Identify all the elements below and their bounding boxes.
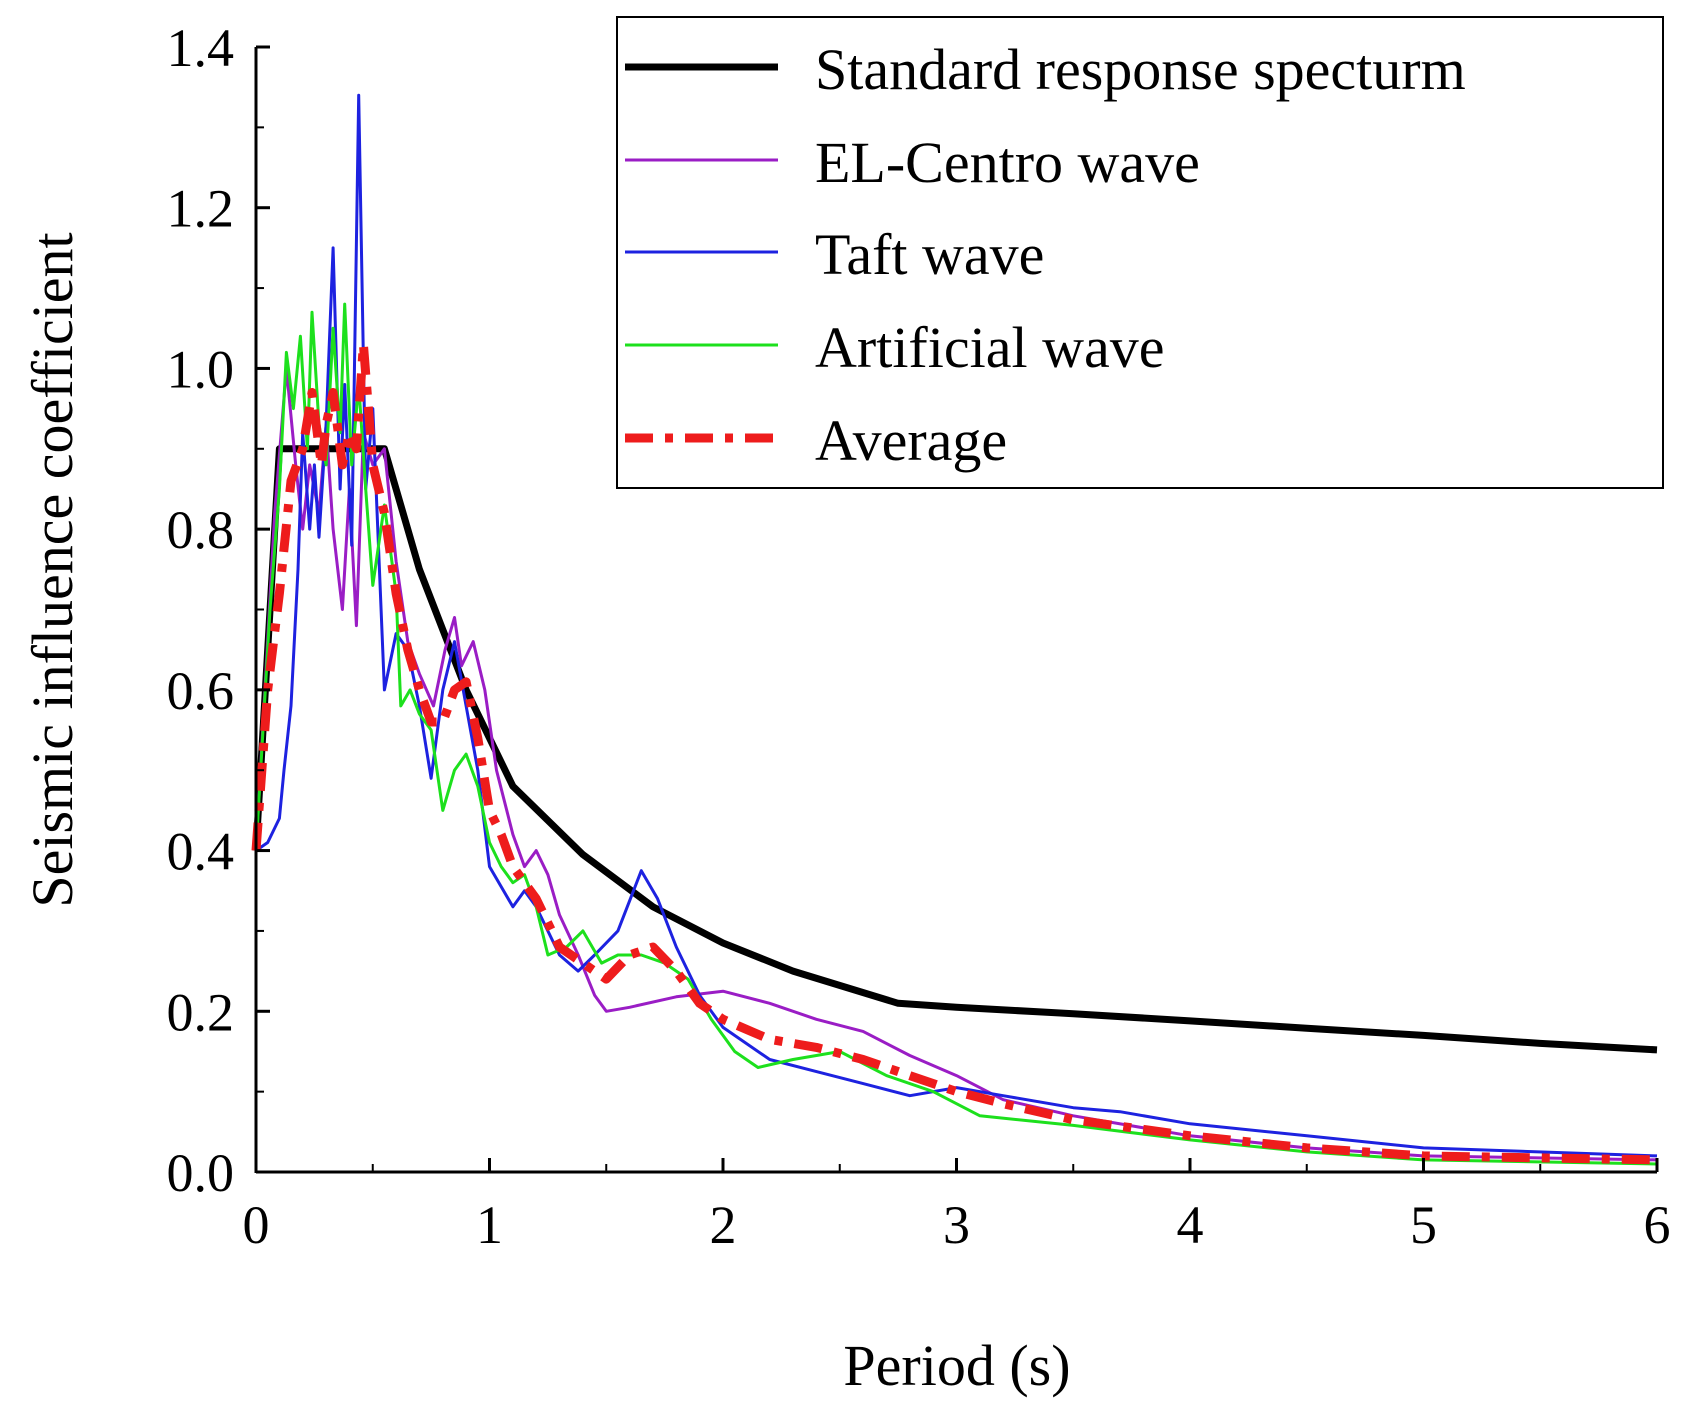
series-line-0: [252, 445, 1658, 1054]
y-axis-title: Seismic influence coefficient: [20, 232, 85, 907]
y-tick-label: 1.4: [167, 18, 235, 78]
legend-label-artificial: Artificial wave: [815, 315, 1164, 380]
y-tick-label: 0.6: [167, 661, 235, 721]
legend-label-standard: Standard response specturm: [815, 37, 1466, 102]
x-tick-label: 1: [476, 1195, 503, 1255]
y-tick-label: 1.2: [167, 179, 235, 239]
x-tick-label: 0: [243, 1195, 270, 1255]
x-tick-label: 3: [943, 1195, 970, 1255]
legend-label-taft: Taft wave: [815, 222, 1044, 287]
y-tick-label: 1.0: [167, 339, 235, 399]
legend: Standard response specturm EL-Centro wav…: [616, 16, 1664, 489]
x-tick-label: 5: [1410, 1195, 1437, 1255]
y-tick-label: 0.0: [167, 1143, 235, 1203]
x-axis-title: Period (s): [843, 1333, 1070, 1398]
x-tick-label: 4: [1177, 1195, 1204, 1255]
ticks: 0 1 2 3 4 5 6 0.0 0.2 0.4 0.6 0.8 1.0 1.2 1.4: [167, 18, 1671, 1255]
plot-lines: [251, 93, 1658, 1166]
x-tick-label: 2: [710, 1195, 737, 1255]
legend-label-average: Average: [815, 408, 1007, 473]
series-line-1: [254, 366, 1658, 1162]
y-tick-label: 0.2: [167, 982, 235, 1042]
x-tick-label: 6: [1644, 1195, 1671, 1255]
legend-label-el-centro: EL-Centro wave: [815, 130, 1200, 195]
y-tick-label: 0.8: [167, 500, 235, 560]
series-line-2: [255, 93, 1658, 1158]
y-tick-label: 0.4: [167, 822, 235, 882]
legend-box: [616, 16, 1664, 489]
